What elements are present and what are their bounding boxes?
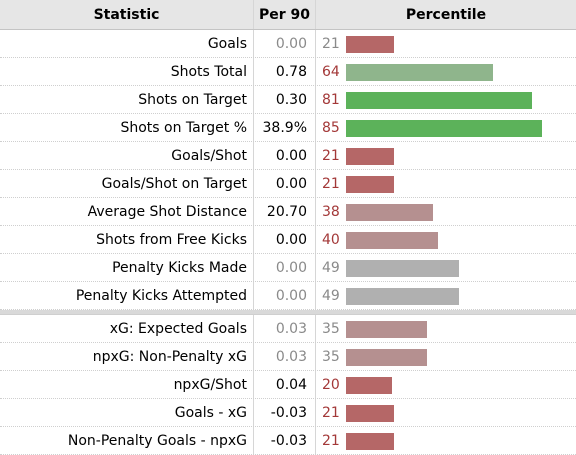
percentile-value: 20: [322, 376, 340, 393]
percentile-bar: [346, 176, 394, 193]
stat-label: Average Shot Distance: [0, 198, 254, 225]
percentile-bar: [346, 148, 394, 165]
stat-label: Goals/Shot: [0, 142, 254, 169]
percentile-bar: [346, 120, 542, 137]
table-body: Goals 0.00 21 Shots Total 0.78 64 Shots on Tar…: [0, 30, 576, 455]
percentile-cell: 21: [316, 142, 576, 169]
percentile-cell: 21: [316, 399, 576, 426]
per90-value: -0.03: [254, 399, 316, 426]
table-row: Goals - xG -0.03 21: [0, 399, 576, 427]
percentile-cell: 21: [316, 30, 576, 57]
percentile-value: 38: [322, 203, 340, 220]
table-row: Penalty Kicks Attempted 0.00 49: [0, 282, 576, 310]
table-row: Non-Penalty Goals - npxG -0.03 21: [0, 427, 576, 455]
percentile-cell: 35: [316, 315, 576, 342]
percentile-cell: 35: [316, 343, 576, 370]
table-row: npxG: Non-Penalty xG 0.03 35: [0, 343, 576, 371]
per90-value: 0.03: [254, 315, 316, 342]
stat-label: npxG: Non-Penalty xG: [0, 343, 254, 370]
table-row: Goals/Shot on Target 0.00 21: [0, 170, 576, 198]
stat-label: Penalty Kicks Made: [0, 254, 254, 281]
percentile-cell: 40: [316, 226, 576, 253]
percentile-bar: [346, 232, 438, 249]
stat-label: Non-Penalty Goals - npxG: [0, 427, 254, 454]
percentile-cell: 85: [316, 114, 576, 141]
stat-label: Penalty Kicks Attempted: [0, 282, 254, 309]
percentile-bar: [346, 349, 427, 366]
percentile-bar: [346, 36, 394, 53]
percentile-value: 35: [322, 348, 340, 365]
stat-label: Shots from Free Kicks: [0, 226, 254, 253]
percentile-value: 21: [322, 147, 340, 164]
percentile-bar: [346, 377, 392, 394]
stat-label: Shots on Target %: [0, 114, 254, 141]
percentile-cell: 49: [316, 282, 576, 309]
percentile-value: 49: [322, 259, 340, 276]
per90-value: 0.00: [254, 254, 316, 281]
stat-label: npxG/Shot: [0, 371, 254, 398]
table-row: Penalty Kicks Made 0.00 49: [0, 254, 576, 282]
percentile-cell: 21: [316, 170, 576, 197]
stat-label: xG: Expected Goals: [0, 315, 254, 342]
header-per90[interactable]: Per 90: [254, 0, 316, 29]
stat-label: Goals/Shot on Target: [0, 170, 254, 197]
table-row: Shots on Target % 38.9% 85: [0, 114, 576, 142]
percentile-cell: 38: [316, 198, 576, 225]
table-row: Goals/Shot 0.00 21: [0, 142, 576, 170]
percentile-cell: 64: [316, 58, 576, 85]
table-row: Average Shot Distance 20.70 38: [0, 198, 576, 226]
percentile-cell: 49: [316, 254, 576, 281]
percentile-value: 21: [322, 175, 340, 192]
table-row: Shots Total 0.78 64: [0, 58, 576, 86]
stat-label: Shots Total: [0, 58, 254, 85]
table-row: xG: Expected Goals 0.03 35: [0, 315, 576, 343]
percentile-value: 21: [322, 404, 340, 421]
per90-value: -0.03: [254, 427, 316, 454]
stat-label: Goals: [0, 30, 254, 57]
percentile-bar: [346, 405, 394, 422]
table-header: Statistic Per 90 Percentile: [0, 0, 576, 30]
table-row: npxG/Shot 0.04 20: [0, 371, 576, 399]
header-statistic[interactable]: Statistic: [0, 0, 254, 29]
percentile-value: 81: [322, 91, 340, 108]
percentile-bar: [346, 64, 493, 81]
percentile-bar: [346, 288, 459, 305]
percentile-bar: [346, 204, 433, 221]
percentile-value: 21: [322, 432, 340, 449]
percentile-cell: 20: [316, 371, 576, 398]
percentile-value: 49: [322, 287, 340, 304]
per90-value: 0.78: [254, 58, 316, 85]
percentile-bar: [346, 321, 427, 338]
table-row: Shots from Free Kicks 0.00 40: [0, 226, 576, 254]
per90-value: 0.00: [254, 142, 316, 169]
per90-value: 20.70: [254, 198, 316, 225]
percentile-value: 40: [322, 231, 340, 248]
stat-label: Shots on Target: [0, 86, 254, 113]
table-row: Shots on Target 0.30 81: [0, 86, 576, 114]
per90-value: 38.9%: [254, 114, 316, 141]
per90-value: 0.00: [254, 30, 316, 57]
percentile-bar: [346, 433, 394, 450]
per90-value: 0.00: [254, 226, 316, 253]
group-divider: [0, 310, 576, 315]
stat-label: Goals - xG: [0, 399, 254, 426]
per90-value: 0.04: [254, 371, 316, 398]
per90-value: 0.00: [254, 282, 316, 309]
per90-value: 0.30: [254, 86, 316, 113]
per90-value: 0.00: [254, 170, 316, 197]
percentile-bar: [346, 260, 459, 277]
percentile-cell: 21: [316, 427, 576, 454]
table-row: Goals 0.00 21: [0, 30, 576, 58]
per90-value: 0.03: [254, 343, 316, 370]
percentile-value: 64: [322, 63, 340, 80]
percentile-cell: 81: [316, 86, 576, 113]
percentile-value: 85: [322, 119, 340, 136]
header-percentile[interactable]: Percentile: [405, 6, 487, 23]
percentile-value: 21: [322, 35, 340, 52]
percentile-value: 35: [322, 320, 340, 337]
percentile-bar: [346, 92, 532, 109]
